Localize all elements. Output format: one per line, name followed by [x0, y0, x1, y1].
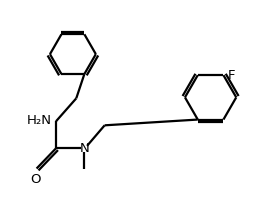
- Text: H₂N: H₂N: [27, 114, 52, 127]
- Text: N: N: [79, 142, 89, 155]
- Text: F: F: [228, 69, 235, 82]
- Text: O: O: [30, 173, 40, 186]
